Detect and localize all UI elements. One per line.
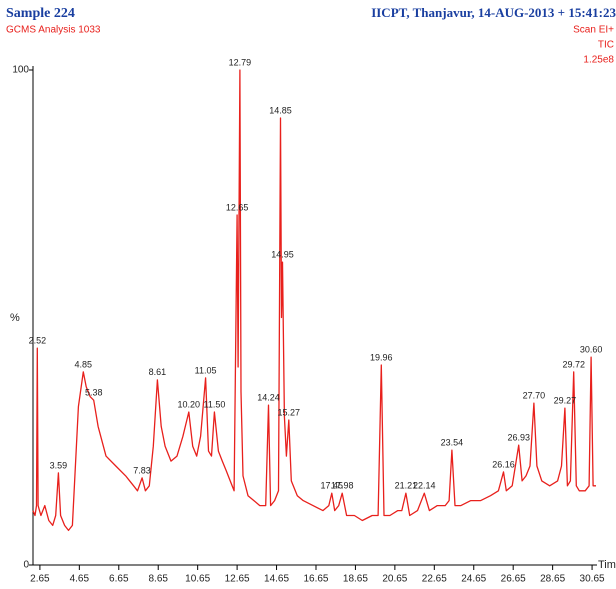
peak-label: 11.05 <box>195 365 217 375</box>
peak-label: 29.72 <box>562 359 585 369</box>
y-axis-label: % <box>10 312 20 324</box>
peak-label: 30.60 <box>580 344 603 354</box>
peak-label: 10.20 <box>178 399 201 409</box>
peak-label: 27.70 <box>523 391 546 401</box>
peak-label: 26.93 <box>507 433 530 443</box>
x-tick-label: 8.65 <box>148 574 168 585</box>
peak-label: 23.54 <box>441 438 464 448</box>
peak-label: 14.85 <box>269 105 292 115</box>
peak-label: 11.50 <box>203 399 225 409</box>
x-tick-label: 14.65 <box>264 574 289 585</box>
peak-label: 14.95 <box>271 249 294 259</box>
x-tick-label: 16.65 <box>303 574 328 585</box>
peak-label: 7.83 <box>133 465 151 475</box>
peak-label: 15.27 <box>278 407 301 417</box>
subtitle: GCMS Analysis 1033 <box>6 25 101 36</box>
scan-label: Scan EI+ <box>573 25 614 36</box>
peak-label: 12.65 <box>226 202 249 212</box>
x-tick-label: 24.65 <box>461 574 486 585</box>
x-tick-label: 28.65 <box>540 574 565 585</box>
x-tick-label: 10.65 <box>185 574 210 585</box>
peak-label: 17.98 <box>331 481 354 491</box>
x-tick-label: 20.65 <box>382 574 407 585</box>
x-tick-label: 22.65 <box>422 574 447 585</box>
intensity-label: 1.25e8 <box>583 55 614 66</box>
x-tick-label: 6.65 <box>109 574 129 585</box>
peak-label: 4.85 <box>75 359 93 369</box>
trace-label: TIC <box>598 40 614 51</box>
x-tick-label: 12.65 <box>225 574 250 585</box>
x-tick-label: 26.65 <box>501 574 526 585</box>
peak-label: 3.59 <box>50 460 68 470</box>
x-axis-label: Time <box>598 559 616 571</box>
x-tick-label: 18.65 <box>343 574 368 585</box>
peak-label: 8.61 <box>149 367 167 377</box>
peak-label: 14.24 <box>257 392 280 402</box>
header-right: IICPT, Thanjavur, 14-AUG-2013 + 15:41:23 <box>371 5 616 20</box>
chromatogram: Sample 224 GCMS Analysis 1033 IICPT, Tha… <box>0 0 616 589</box>
peak-label: 5.38 <box>85 388 103 398</box>
chart-title: Sample 224 <box>6 6 75 21</box>
peak-label: 22.14 <box>413 481 436 491</box>
peak-label: 2.52 <box>29 336 47 346</box>
peak-label: 29.27 <box>554 395 577 405</box>
x-tick-label: 4.65 <box>70 574 90 585</box>
peak-label: 19.96 <box>370 352 393 362</box>
x-tick-label: 30.65 <box>580 574 605 585</box>
x-tick-label: 2.65 <box>30 574 50 585</box>
y-tick-label: 0 <box>23 560 29 571</box>
peak-label: 26.16 <box>492 459 515 469</box>
y-tick-label: 100 <box>12 65 29 76</box>
peak-label: 12.79 <box>229 57 252 67</box>
